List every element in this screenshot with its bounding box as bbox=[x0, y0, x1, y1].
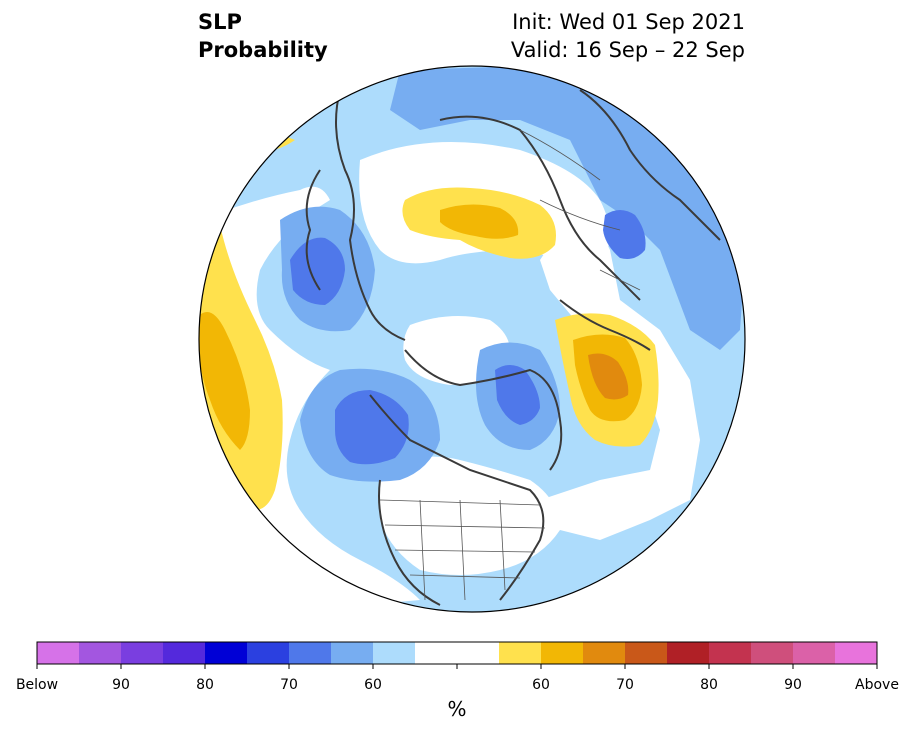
field-below-70-atlantic bbox=[290, 237, 345, 305]
title-init-date: Init: Wed 01 Sep 2021 bbox=[512, 10, 745, 34]
polar-map bbox=[198, 65, 746, 613]
colorbar-tick-label: 60 bbox=[532, 677, 550, 693]
field-above-65-west bbox=[199, 312, 250, 450]
colorbar-tick-label: 80 bbox=[700, 677, 718, 693]
colorbar-cell bbox=[625, 642, 668, 664]
colorbar: Below 90 80 70 60 60 70 80 90 Above % bbox=[16, 641, 899, 721]
borders bbox=[379, 129, 641, 601]
title-right: Init: Wed 01 Sep 2021 Valid: 16 Sep – 22… bbox=[511, 8, 745, 64]
field-neutral-us bbox=[380, 456, 560, 575]
field-above-65-north bbox=[440, 204, 519, 239]
colorbar-cell bbox=[205, 642, 248, 664]
colorbar-cell bbox=[709, 642, 752, 664]
colorbar-cell bbox=[163, 642, 206, 664]
colorbar-cell bbox=[835, 642, 878, 664]
colorbar-tick-label: Above bbox=[855, 677, 899, 693]
colorbar-cell bbox=[499, 642, 542, 664]
field-above-70-east bbox=[588, 353, 629, 400]
colorbar-cell bbox=[667, 642, 710, 664]
field-below-70-pacific bbox=[335, 390, 409, 465]
probability-field bbox=[199, 66, 745, 612]
colorbar-unit-label: % bbox=[447, 697, 466, 721]
field-below-70-scandinavia bbox=[603, 210, 646, 259]
colorbar-tick-label: 70 bbox=[280, 677, 298, 693]
colorbar-cell bbox=[289, 642, 332, 664]
colorbar-cell bbox=[79, 642, 122, 664]
map-boundary bbox=[198, 65, 746, 613]
colorbar-tick-label: 90 bbox=[784, 677, 802, 693]
colorbar-cell bbox=[373, 642, 416, 664]
title-valid-range: Valid: 16 Sep – 22 Sep bbox=[510, 38, 745, 62]
colorbar-tick-label: 70 bbox=[616, 677, 634, 693]
colorbar-ticks: Below 90 80 70 60 60 70 80 90 Above bbox=[16, 664, 899, 693]
field-below-70-siberia bbox=[495, 365, 540, 425]
colorbar-cell bbox=[37, 642, 80, 664]
coastlines bbox=[305, 89, 721, 606]
colorbar-cell bbox=[793, 642, 836, 664]
title-product: Probability bbox=[198, 38, 328, 62]
colorbar-tick-label: Below bbox=[16, 677, 58, 693]
field-neutral-east bbox=[500, 170, 700, 540]
colorbar-cell bbox=[583, 642, 626, 664]
colorbar-cells bbox=[37, 642, 878, 664]
colorbar-tick-label: 90 bbox=[112, 677, 130, 693]
colorbar-cell bbox=[121, 642, 164, 664]
colorbar-tick-label: 80 bbox=[196, 677, 214, 693]
title-variable: SLP bbox=[198, 10, 242, 34]
colorbar-cell bbox=[541, 642, 584, 664]
title-left: SLP Probability bbox=[198, 8, 328, 64]
colorbar-tick-label: 60 bbox=[364, 677, 382, 693]
colorbar-cell bbox=[331, 642, 374, 664]
colorbar-cell bbox=[751, 642, 794, 664]
colorbar-cell bbox=[247, 642, 290, 664]
colorbar-cell bbox=[415, 642, 458, 664]
colorbar-cell bbox=[457, 642, 500, 664]
